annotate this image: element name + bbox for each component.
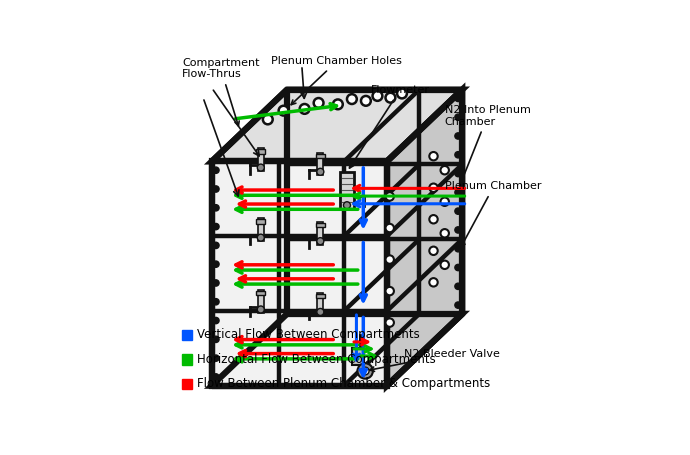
Polygon shape bbox=[212, 162, 387, 386]
Circle shape bbox=[455, 302, 461, 308]
Bar bbox=[340, 172, 353, 209]
Circle shape bbox=[386, 224, 394, 232]
Bar bbox=[257, 290, 264, 313]
Circle shape bbox=[263, 115, 273, 124]
Circle shape bbox=[213, 280, 219, 286]
Circle shape bbox=[397, 89, 407, 98]
Circle shape bbox=[213, 355, 219, 361]
Circle shape bbox=[386, 287, 394, 295]
Circle shape bbox=[429, 215, 437, 223]
Circle shape bbox=[347, 94, 357, 104]
Bar bbox=[257, 218, 264, 241]
Bar bbox=[317, 152, 324, 175]
Circle shape bbox=[257, 306, 264, 313]
Bar bbox=[182, 379, 193, 389]
Text: Vertical Flow Between Compartments: Vertical Flow Between Compartments bbox=[197, 329, 420, 341]
Circle shape bbox=[213, 186, 219, 192]
Text: Compartment
Flow-Thrus: Compartment Flow-Thrus bbox=[182, 58, 259, 126]
Circle shape bbox=[440, 261, 449, 269]
Circle shape bbox=[429, 183, 437, 192]
Circle shape bbox=[429, 152, 437, 161]
Circle shape bbox=[213, 167, 219, 173]
Bar bbox=[257, 148, 264, 171]
Circle shape bbox=[429, 278, 437, 287]
Circle shape bbox=[455, 283, 461, 289]
Circle shape bbox=[455, 133, 461, 139]
Circle shape bbox=[279, 106, 288, 116]
Circle shape bbox=[213, 374, 219, 380]
Circle shape bbox=[317, 308, 324, 315]
Circle shape bbox=[357, 363, 373, 379]
Circle shape bbox=[386, 318, 394, 327]
Circle shape bbox=[440, 197, 449, 206]
Circle shape bbox=[455, 152, 461, 158]
Bar bbox=[256, 291, 266, 295]
Circle shape bbox=[257, 234, 264, 241]
Circle shape bbox=[440, 229, 449, 238]
Circle shape bbox=[455, 114, 461, 120]
Bar bbox=[256, 149, 266, 154]
Circle shape bbox=[213, 298, 219, 305]
Circle shape bbox=[361, 96, 371, 106]
Text: Flow Between Plenum Chamber & Compartments: Flow Between Plenum Chamber & Compartmen… bbox=[197, 378, 490, 390]
Circle shape bbox=[333, 100, 343, 109]
Circle shape bbox=[213, 205, 219, 211]
Bar bbox=[317, 293, 324, 315]
Circle shape bbox=[455, 189, 461, 196]
Circle shape bbox=[386, 93, 395, 102]
Circle shape bbox=[213, 318, 219, 324]
Text: Horizontal Flow Between Compartments: Horizontal Flow Between Compartments bbox=[197, 353, 435, 366]
Circle shape bbox=[213, 242, 219, 248]
Circle shape bbox=[455, 227, 461, 233]
Circle shape bbox=[429, 247, 437, 255]
Circle shape bbox=[213, 336, 219, 343]
Polygon shape bbox=[387, 90, 462, 386]
Text: Flowmeter: Flowmeter bbox=[350, 85, 429, 168]
Bar bbox=[182, 329, 193, 340]
Text: N2 Into Plenum
Chamber: N2 Into Plenum Chamber bbox=[445, 105, 531, 184]
Circle shape bbox=[373, 91, 382, 101]
Circle shape bbox=[455, 171, 461, 177]
Circle shape bbox=[213, 261, 219, 268]
Circle shape bbox=[314, 98, 324, 108]
Bar bbox=[316, 294, 325, 298]
Circle shape bbox=[455, 264, 461, 271]
Circle shape bbox=[344, 202, 351, 209]
Bar bbox=[316, 223, 325, 227]
Bar bbox=[352, 348, 364, 364]
Polygon shape bbox=[212, 314, 462, 386]
Bar bbox=[256, 219, 266, 224]
Circle shape bbox=[386, 255, 394, 264]
Circle shape bbox=[386, 192, 394, 201]
Circle shape bbox=[440, 166, 449, 174]
Bar bbox=[317, 222, 324, 245]
Circle shape bbox=[455, 246, 461, 252]
Text: N2 Bleeder Valve: N2 Bleeder Valve bbox=[370, 349, 500, 371]
Text: Plenum Chamber Holes: Plenum Chamber Holes bbox=[271, 56, 402, 105]
Circle shape bbox=[317, 238, 324, 245]
Circle shape bbox=[299, 104, 310, 114]
Circle shape bbox=[455, 208, 461, 214]
Circle shape bbox=[317, 168, 324, 175]
Bar bbox=[182, 354, 193, 364]
Circle shape bbox=[362, 367, 369, 375]
Circle shape bbox=[257, 164, 264, 171]
Bar bbox=[316, 154, 325, 158]
Circle shape bbox=[213, 223, 219, 230]
Circle shape bbox=[455, 95, 461, 101]
Text: Plenum Chamber: Plenum Chamber bbox=[446, 182, 542, 247]
Polygon shape bbox=[212, 90, 462, 162]
